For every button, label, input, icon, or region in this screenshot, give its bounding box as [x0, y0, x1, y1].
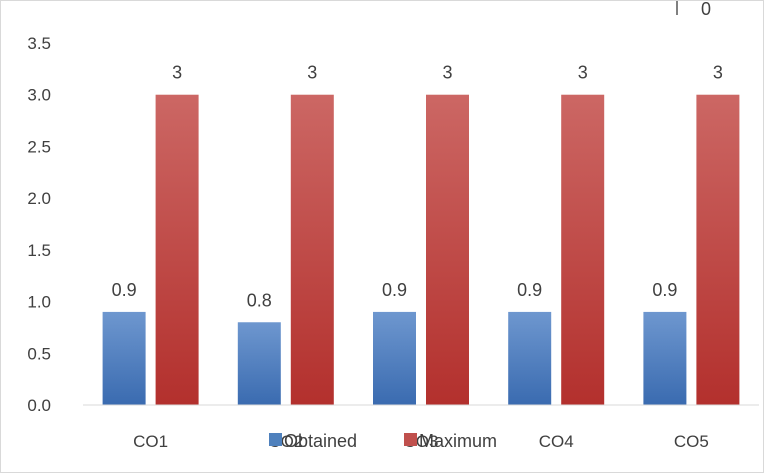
- bar-obtained-co5: [643, 311, 687, 405]
- data-label-maximum-co4: 3: [578, 63, 588, 83]
- y-tick-label-1: 0.5: [27, 344, 51, 363]
- category-label-co1: CO1: [133, 432, 168, 451]
- bar-maximum-co1: [155, 94, 199, 405]
- bar-maximum-co2: [290, 94, 334, 405]
- bar-obtained-co3: [373, 311, 416, 405]
- data-label-obtained-co4: 0.9: [517, 280, 542, 300]
- data-label-obtained-co2: 0.8: [247, 290, 272, 310]
- bar-maximum-co4: [561, 94, 605, 405]
- legend-swatch-obtained: [269, 433, 282, 446]
- legend-swatch-maximum: [404, 433, 417, 446]
- bars: [102, 94, 740, 405]
- x-axis-categories: CO1 CO2 CO3 CO4 CO5: [133, 432, 709, 451]
- bar-obtained-co2: [237, 322, 281, 405]
- y-tick-label-5: 2.5: [27, 137, 51, 156]
- y-tick-label-6: 3.0: [27, 86, 51, 105]
- data-labels: 0.9 3 0.8 3 0.9 3 0.9 3 0.9 3: [112, 63, 723, 311]
- data-label-maximum-co1: 3: [172, 63, 182, 83]
- data-label-maximum-co2: 3: [307, 63, 317, 83]
- data-label-obtained-co1: 0.9: [112, 280, 137, 300]
- category-label-co5: CO5: [674, 432, 709, 451]
- legend-label-maximum: Maximum: [419, 431, 497, 451]
- y-tick-label-4: 2.0: [27, 189, 51, 208]
- y-tick-label-7: 3.5: [27, 34, 51, 53]
- y-tick-label-2: 1.0: [27, 293, 51, 312]
- y-tick-label-0: 0.0: [27, 396, 51, 415]
- bar-obtained-co4: [508, 311, 552, 405]
- bar-maximum-co5: [696, 94, 740, 405]
- data-label-maximum-co5: 3: [713, 63, 723, 83]
- corner-text: 0: [701, 1, 711, 19]
- bar-maximum-co3: [426, 94, 469, 405]
- y-tick-label-3: 1.5: [27, 241, 51, 260]
- legend-label-obtained: Obtained: [284, 431, 357, 451]
- data-label-maximum-co3: 3: [442, 63, 452, 83]
- y-axis-ticks: 0.0 0.5 1.0 1.5 2.0 2.5 3.0 3.5: [27, 34, 51, 415]
- bar-obtained-co1: [102, 311, 146, 405]
- data-label-obtained-co3: 0.9: [382, 280, 407, 300]
- category-label-co4: CO4: [539, 432, 574, 451]
- legend: Obtained Maximum: [269, 431, 497, 451]
- data-label-obtained-co5: 0.9: [652, 280, 677, 300]
